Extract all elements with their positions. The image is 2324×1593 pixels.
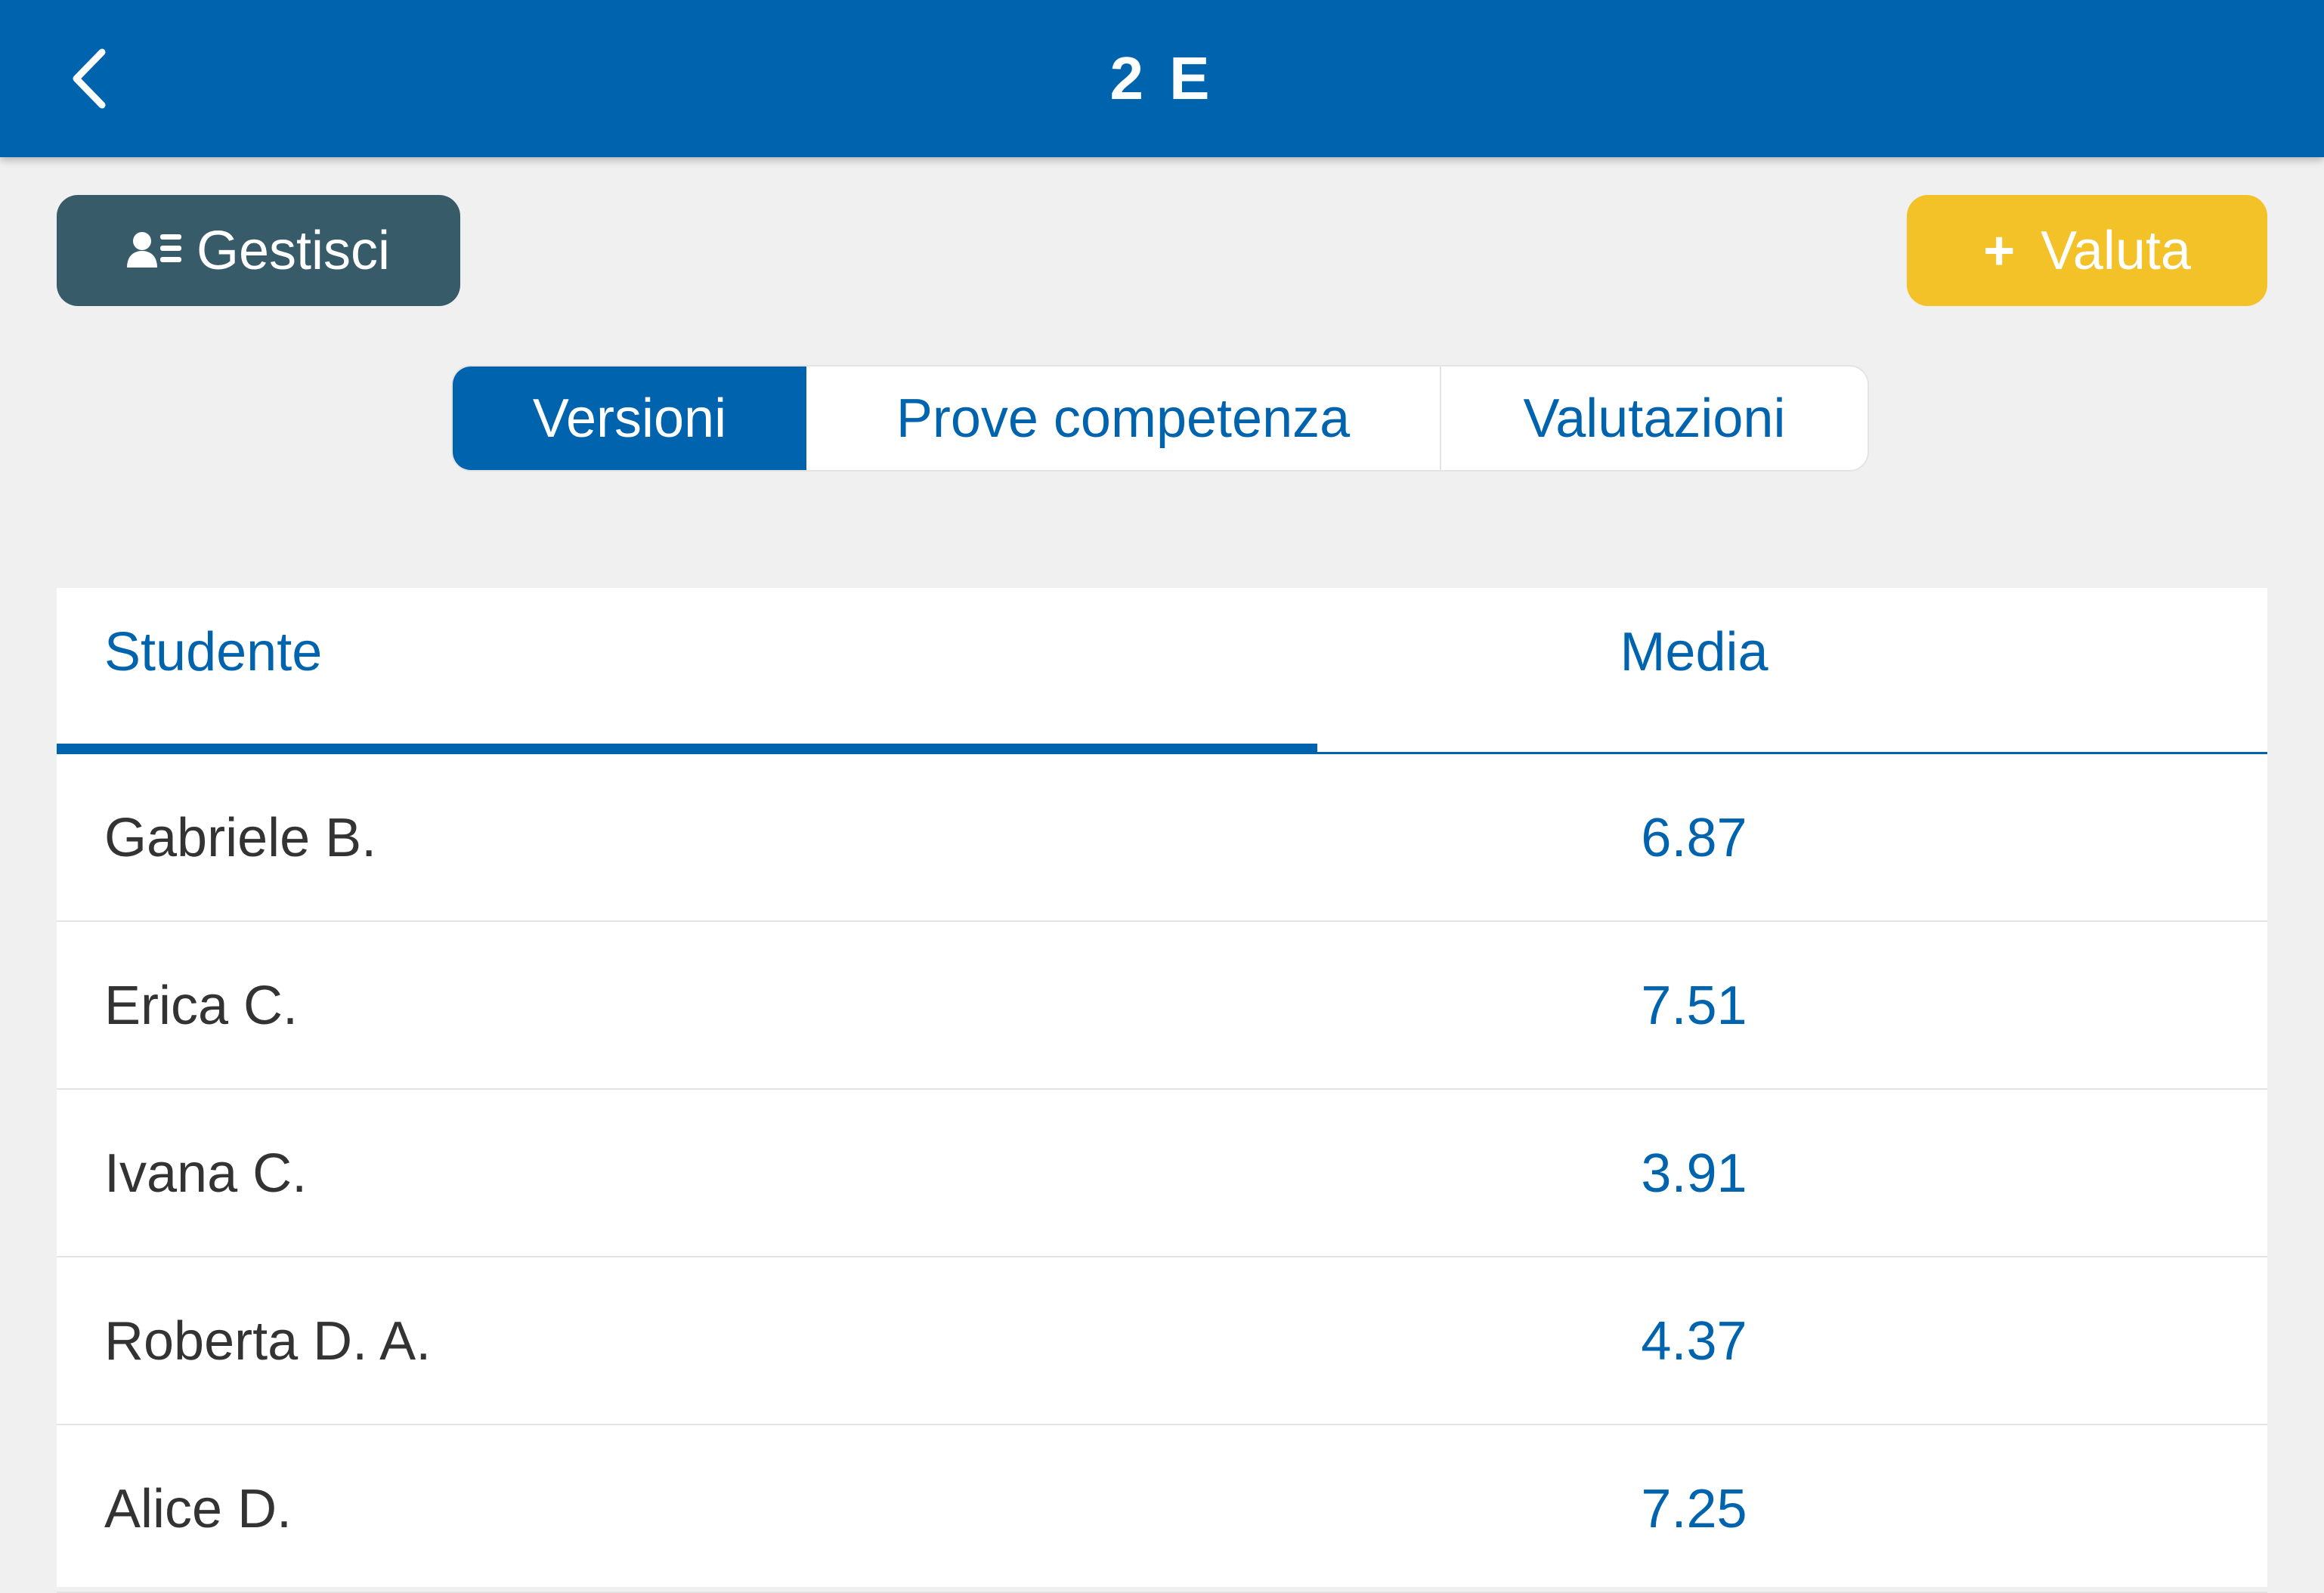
- table-header: Studente Media: [57, 588, 2267, 754]
- manage-button-label: Gestisci: [196, 220, 391, 281]
- student-name: Alice D.: [104, 1479, 292, 1539]
- table-row[interactable]: Erica C. 7.51: [57, 922, 2267, 1090]
- tab-valutazioni[interactable]: Valutazioni: [1523, 388, 1786, 449]
- rate-button-label: Valuta: [2041, 220, 2191, 281]
- page-title: 2 E: [1109, 45, 1215, 112]
- column-header-student[interactable]: Studente: [104, 622, 323, 682]
- student-name: Roberta D. A.: [104, 1311, 432, 1372]
- users-list-icon: [126, 230, 183, 272]
- tab-prove-competenza[interactable]: Prove competenza: [806, 367, 1441, 470]
- student-average: 4.37: [1641, 1311, 1747, 1372]
- manage-button[interactable]: Gestisci: [57, 195, 460, 306]
- student-average: 3.91: [1641, 1143, 1747, 1204]
- student-name: Erica C.: [104, 976, 299, 1036]
- table-row[interactable]: Alice D. 7.25: [57, 1425, 2267, 1593]
- tab-versioni[interactable]: Versioni: [453, 367, 806, 470]
- student-average: 7.25: [1641, 1479, 1747, 1539]
- rate-button[interactable]: + Valuta: [1907, 195, 2267, 306]
- table-row[interactable]: Gabriele B. 6.87: [57, 754, 2267, 922]
- chevron-left-icon: [73, 48, 106, 109]
- top-app-bar: 2 E: [0, 0, 2324, 157]
- student-name: Ivana C.: [104, 1143, 308, 1204]
- student-name: Gabriele B.: [104, 808, 377, 868]
- student-average: 6.87: [1641, 808, 1747, 868]
- table-row[interactable]: Ivana C. 3.91: [57, 1090, 2267, 1257]
- tab-switcher: Versioni Prove competenza Valutazioni: [451, 365, 1869, 472]
- student-average: 7.51: [1641, 976, 1747, 1036]
- sort-indicator: [57, 744, 1317, 754]
- back-button[interactable]: [45, 33, 136, 124]
- column-header-average[interactable]: Media: [1620, 622, 1769, 682]
- table-row[interactable]: Roberta D. A. 4.37: [57, 1257, 2267, 1425]
- students-table: Studente Media Gabriele B. 6.87 Erica C.…: [57, 588, 2267, 1593]
- plus-icon: +: [1983, 220, 2016, 281]
